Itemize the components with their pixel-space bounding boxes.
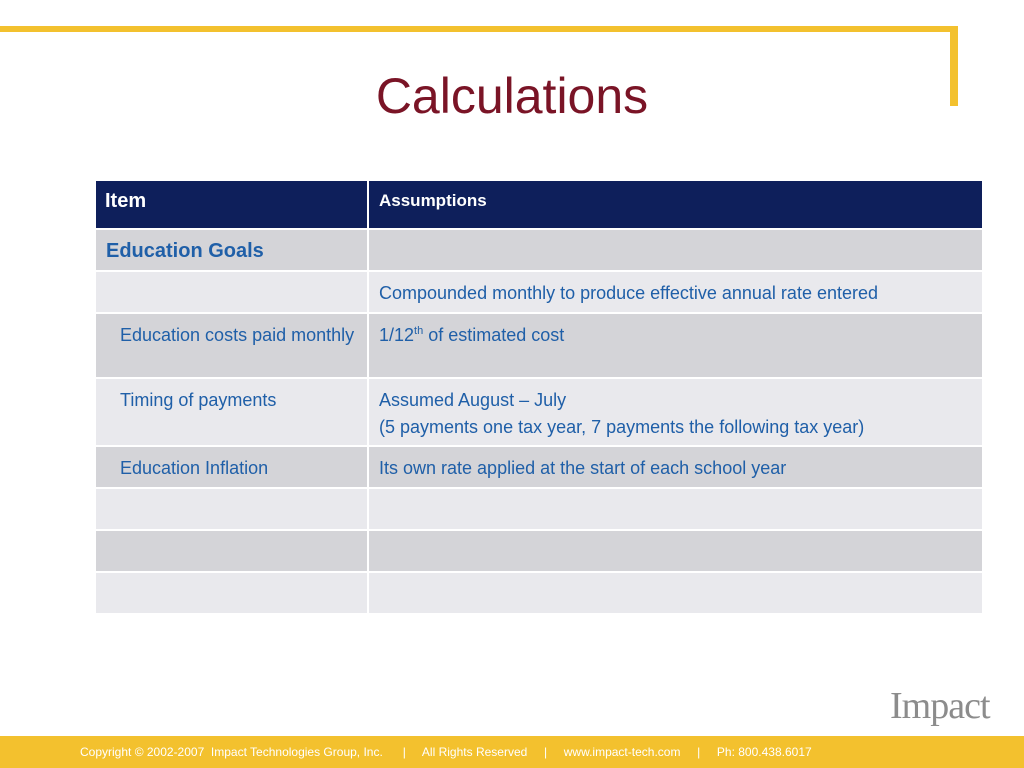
item-cell: Timing of payments xyxy=(94,377,369,447)
table-row: Compounded monthly to produce effective … xyxy=(94,270,984,314)
calculations-table: Item Assumptions Education Goals Compoun… xyxy=(94,179,984,615)
header-item: Item xyxy=(94,179,369,230)
assumption-rest: of estimated cost xyxy=(423,325,565,345)
footer-text: Copyright © 2002-2007 Impact Technologie… xyxy=(80,745,812,759)
assumption-cell xyxy=(367,228,984,272)
table-row: Education Inflation Its own rate applied… xyxy=(94,445,984,489)
top-accent-line xyxy=(0,26,958,32)
table-row: Education costs paid monthly 1/12th of e… xyxy=(94,312,984,379)
assumption-cell xyxy=(367,571,984,615)
assumption-line: Assumed August – July xyxy=(379,390,567,410)
table-header-row: Item Assumptions xyxy=(94,179,984,230)
item-text: Education Goals xyxy=(106,240,264,262)
slide-title: Calculations xyxy=(375,68,649,124)
assumption-text: 1/12th of estimated cost xyxy=(369,314,982,353)
assumption-text: Assumed August – July (5 payments one ta… xyxy=(369,379,982,445)
item-cell xyxy=(94,487,369,531)
right-accent-line xyxy=(950,26,958,106)
item-text xyxy=(96,489,367,501)
assumption-text: Compounded monthly to produce effective … xyxy=(379,283,878,303)
item-text: Education Inflation xyxy=(120,458,269,478)
item-cell: Education Goals xyxy=(94,228,369,272)
item-text xyxy=(96,531,367,543)
impact-logo: Impact xyxy=(890,685,991,727)
item-text: Timing of payments xyxy=(120,390,277,410)
item-cell xyxy=(94,571,369,615)
table-row xyxy=(94,487,984,531)
item-cell: Education Inflation xyxy=(94,445,369,489)
item-cell xyxy=(94,529,369,573)
assumption-cell: Assumed August – July (5 payments one ta… xyxy=(367,377,984,447)
item-cell xyxy=(94,270,369,314)
assumption-cell xyxy=(367,529,984,573)
table-row: Education Goals xyxy=(94,228,984,272)
assumption-cell: Compounded monthly to produce effective … xyxy=(367,270,984,314)
item-text xyxy=(96,272,367,284)
assumption-text: Its own rate applied at the start of eac… xyxy=(379,458,787,478)
table-row xyxy=(94,529,984,573)
assumption-cell: 1/12th of estimated cost xyxy=(367,312,984,379)
footer-bar: Copyright © 2002-2007 Impact Technologie… xyxy=(0,736,1024,768)
assumption-superscript: th xyxy=(414,325,424,337)
assumption-line: (5 payments one tax year, 7 payments the… xyxy=(379,417,865,437)
table-row xyxy=(94,571,984,615)
table-row: Timing of payments Assumed August – July… xyxy=(94,377,984,447)
assumption-cell xyxy=(367,487,984,531)
item-cell: Education costs paid monthly xyxy=(94,312,369,379)
assumption-text xyxy=(369,573,982,585)
assumption-text xyxy=(369,230,982,242)
assumption-fraction: 1/12 xyxy=(379,325,415,345)
item-text xyxy=(96,573,367,585)
assumption-text xyxy=(369,531,982,543)
item-text: Education costs paid monthly xyxy=(120,325,355,345)
header-assumptions: Assumptions xyxy=(367,179,984,230)
assumption-cell: Its own rate applied at the start of eac… xyxy=(367,445,984,489)
assumption-text xyxy=(369,489,982,501)
